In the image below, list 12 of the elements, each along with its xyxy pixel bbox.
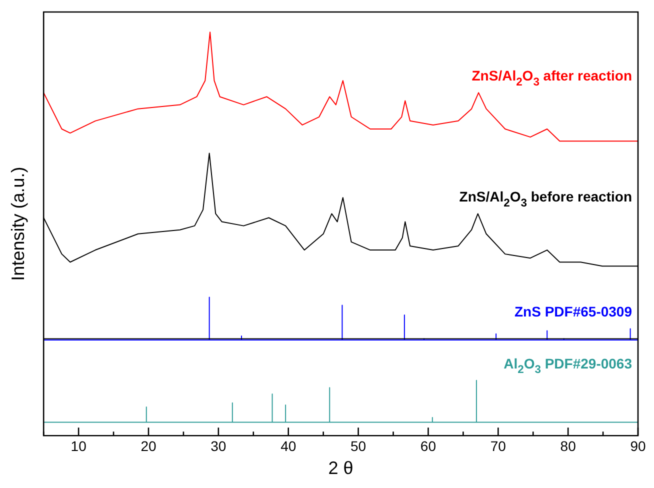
- series-label: ZnS PDF#65-0309: [514, 304, 632, 320]
- x-tick-label: 20: [140, 438, 156, 454]
- x-tick-label: 90: [630, 438, 646, 454]
- x-tick-label: 70: [490, 438, 506, 454]
- x-tick-label: 30: [210, 438, 226, 454]
- x-tick-label: 10: [70, 438, 87, 454]
- x-tick-label: 50: [350, 438, 366, 454]
- x-axis-title: 2 θ: [328, 458, 354, 478]
- x-tick-label: 60: [420, 438, 436, 454]
- x-tick-label: 40: [280, 438, 296, 454]
- y-axis-title: Intensity (a.u.): [8, 166, 28, 281]
- x-tick-label: 80: [560, 438, 576, 454]
